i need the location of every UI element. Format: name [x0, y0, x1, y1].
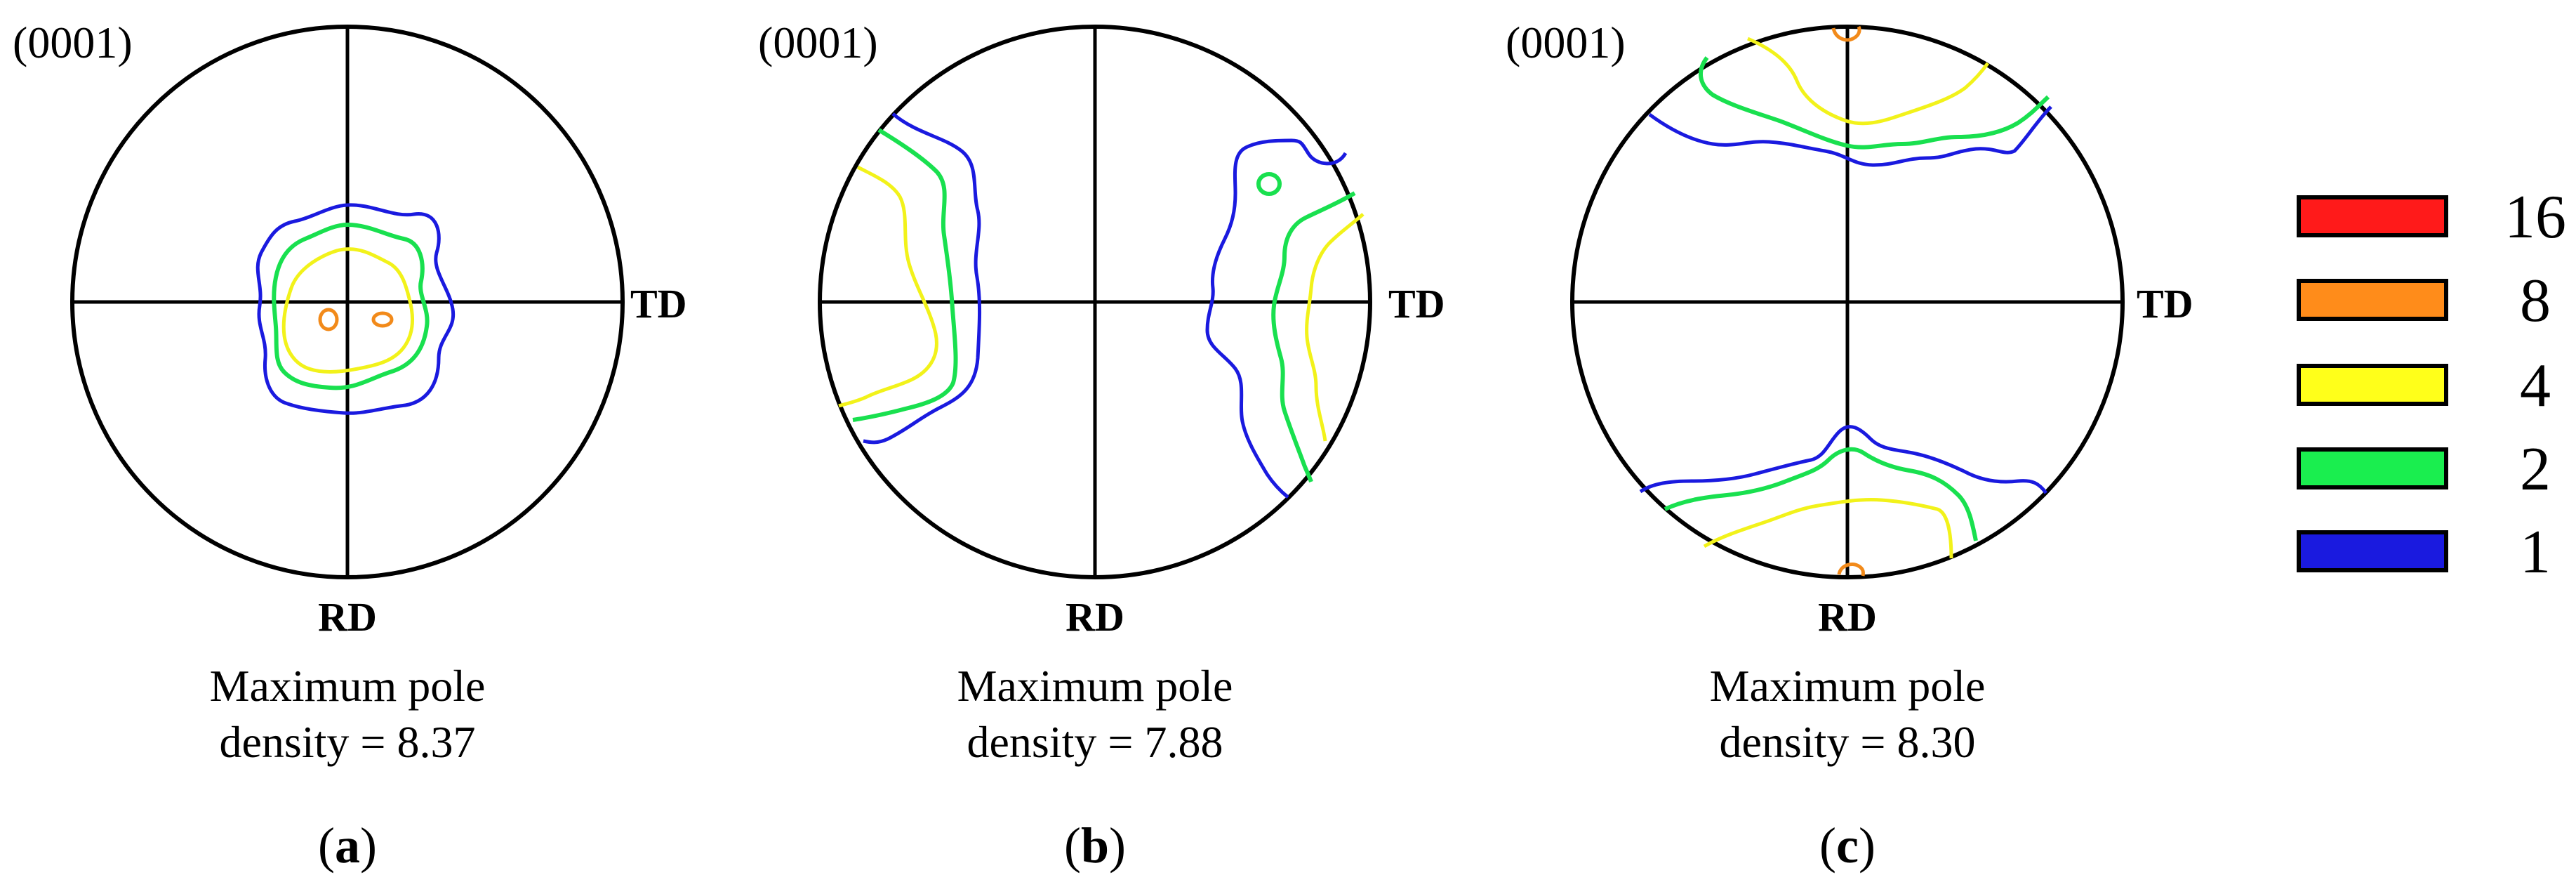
contour-level-8-a-1	[318, 308, 339, 331]
pole-figure-a: (0001) TD RD Maximum pole density = 8.37…	[13, 18, 687, 874]
caption-line1-a: Maximum pole	[210, 661, 486, 711]
contour-level-2-a	[272, 222, 430, 390]
legend-label-4: 4	[2520, 352, 2551, 420]
legend-item-16: 16	[2297, 183, 2566, 251]
contour-level-1-b-right	[1205, 138, 1348, 499]
plane-label-a: (0001)	[13, 18, 133, 67]
rd-label-b: RD	[1065, 594, 1124, 640]
contour-level-4-b-left	[838, 165, 938, 408]
contour-level-4-a	[281, 247, 414, 374]
legend-item-8: 8	[2297, 267, 2551, 335]
rd-label-c: RD	[1818, 594, 1877, 640]
contour-level-2-b-left	[852, 128, 958, 422]
contour-level-8-a-2	[371, 311, 394, 328]
contour-level-4-c-top	[1747, 37, 1990, 126]
legend-item-2: 2	[2297, 435, 2551, 504]
panel-label-a: (a)	[318, 817, 377, 874]
caption-line2-c: density = 8.30	[1720, 717, 1976, 767]
td-label-b: TD	[1388, 281, 1445, 327]
pole-figure-b: (0001) TD RD Maximum pole density = 7.88…	[758, 18, 1445, 874]
contour-level-8-c-top	[1831, 25, 1861, 42]
contour-level-2-b-island	[1256, 172, 1282, 196]
legend-label-16: 16	[2504, 183, 2566, 251]
legend-swatch-2	[2297, 447, 2448, 489]
legend-item-1: 1	[2297, 518, 2551, 586]
contour-level-2-c-bottom	[1664, 447, 1978, 541]
legend: 16 8 4 2 1	[2297, 183, 2566, 586]
contour-level-8-c-bottom	[1837, 563, 1865, 577]
caption-line2-a: density = 8.37	[220, 717, 476, 767]
contour-level-1-c-bottom	[1639, 425, 2048, 494]
contour-level-2-c-top	[1698, 56, 2050, 150]
legend-swatch-16	[2297, 195, 2448, 237]
legend-swatch-4	[2297, 364, 2448, 406]
legend-item-4: 4	[2297, 352, 2551, 420]
contour-level-2-b-right	[1271, 191, 1356, 482]
contour-level-1-a	[255, 203, 456, 415]
rd-label-a: RD	[318, 594, 377, 640]
caption-line2-b: density = 7.88	[967, 717, 1223, 767]
plane-label-b: (0001)	[758, 18, 878, 67]
td-label-a: TD	[630, 281, 687, 327]
legend-label-2: 2	[2520, 435, 2551, 504]
caption-line1-b: Maximum pole	[957, 661, 1233, 711]
pole-figure-c: (0001) TD RD Maximum pole density = 8.30…	[1506, 18, 2193, 874]
caption-line1-c: Maximum pole	[1710, 661, 1986, 711]
legend-swatch-1	[2297, 530, 2448, 572]
td-label-c: TD	[2137, 281, 2193, 327]
legend-swatch-8	[2297, 279, 2448, 321]
contour-level-4-c-bottom	[1703, 498, 1953, 559]
plane-label-c: (0001)	[1506, 18, 1626, 67]
panel-label-c: (c)	[1819, 817, 1875, 874]
legend-label-1: 1	[2520, 518, 2551, 586]
contour-level-1-c-top	[1648, 105, 2052, 167]
contour-level-1-b-left	[863, 112, 982, 445]
panel-label-b: (b)	[1064, 817, 1126, 874]
legend-label-8: 8	[2520, 267, 2551, 335]
contour-level-4-b-right	[1305, 213, 1365, 442]
